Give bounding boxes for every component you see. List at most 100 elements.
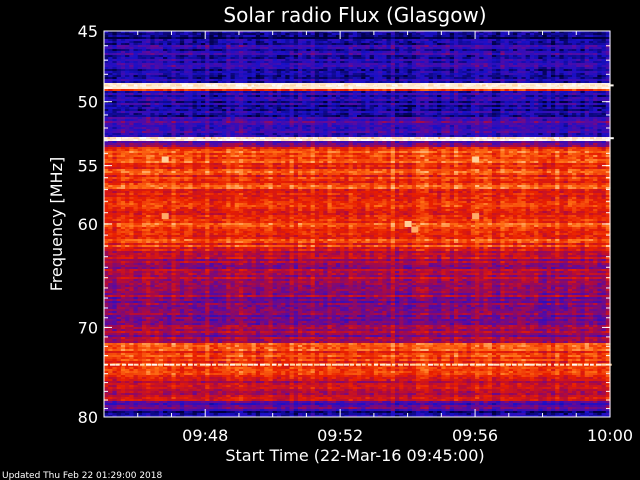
heatmap-cell	[479, 109, 484, 111]
heatmap-cell	[576, 57, 581, 59]
heatmap-cell	[209, 53, 214, 55]
heatmap-cell	[509, 33, 514, 35]
heatmap-cell	[530, 59, 535, 61]
heatmap-cell	[159, 45, 164, 47]
heatmap-cell	[399, 91, 404, 93]
heatmap-cell	[281, 97, 286, 99]
heatmap-cell	[462, 45, 467, 47]
heatmap-cell	[121, 57, 126, 59]
heatmap-cell	[526, 89, 531, 91]
heatmap-cell	[226, 55, 231, 57]
heatmap-cell	[454, 55, 459, 57]
heatmap-cell	[500, 59, 505, 61]
heatmap-cell	[344, 71, 349, 73]
heatmap-cell	[471, 75, 476, 77]
heatmap-cell	[509, 91, 514, 93]
heatmap-cell	[534, 87, 539, 89]
heatmap-cell	[134, 59, 139, 61]
heatmap-cell	[197, 97, 202, 99]
heatmap-cell	[551, 97, 556, 99]
heatmap-cell	[188, 79, 193, 81]
heatmap-cell	[479, 55, 484, 57]
heatmap-cell	[273, 113, 278, 115]
heatmap-cell	[572, 91, 577, 93]
heatmap-cell	[365, 49, 370, 51]
heatmap-cell	[214, 91, 219, 93]
heatmap-cell	[568, 33, 573, 35]
heatmap-cell	[180, 89, 185, 91]
heatmap-cell	[424, 81, 429, 83]
heatmap-cell	[593, 41, 598, 43]
heatmap-cell	[585, 107, 590, 109]
heatmap-cell	[526, 99, 531, 101]
heatmap-cell	[454, 71, 459, 73]
heatmap-cell	[311, 93, 316, 95]
heatmap-cell	[112, 37, 117, 39]
heatmap-cell	[403, 43, 408, 45]
heatmap-cell	[327, 65, 332, 67]
heatmap-cell	[509, 109, 514, 111]
heatmap-cell	[551, 37, 556, 39]
heatmap-cell	[298, 69, 303, 71]
heatmap-cell	[593, 53, 598, 55]
heatmap-cell	[184, 61, 189, 63]
heatmap-cell	[564, 35, 569, 37]
heatmap-cell	[193, 69, 198, 71]
heatmap-cell	[551, 65, 556, 67]
heatmap-cell	[117, 93, 122, 95]
heatmap-cell	[471, 109, 476, 111]
heatmap-cell	[264, 41, 269, 43]
heatmap-cell	[273, 55, 278, 57]
heatmap-cell	[125, 87, 130, 89]
heatmap-cell	[361, 101, 366, 103]
heatmap-cell	[129, 59, 134, 61]
heatmap-cell	[176, 113, 181, 115]
heatmap-cell	[505, 89, 510, 91]
heatmap-cell	[382, 89, 387, 91]
heatmap-cell	[155, 57, 160, 59]
heatmap-cell	[290, 97, 295, 99]
heatmap-cell	[429, 57, 434, 59]
heatmap-cell	[302, 37, 307, 39]
heatmap-cell	[446, 33, 451, 35]
heatmap-cell	[374, 45, 379, 47]
heatmap-cell	[336, 93, 341, 95]
heatmap-cell	[538, 95, 543, 97]
heatmap-cell	[585, 93, 590, 95]
heatmap-cell	[555, 53, 560, 55]
heatmap-cell	[513, 39, 518, 41]
heatmap-cell	[357, 71, 362, 73]
heatmap-cell	[222, 109, 227, 111]
heatmap-cell	[104, 107, 109, 109]
heatmap-cell	[479, 95, 484, 97]
heatmap-cell	[365, 43, 370, 45]
heatmap-cell	[412, 107, 417, 109]
heatmap-cell	[134, 73, 139, 75]
heatmap-cell	[108, 37, 113, 39]
heatmap-cell	[378, 51, 383, 53]
heatmap-cell	[298, 81, 303, 83]
heatmap-cell	[462, 111, 467, 113]
heatmap-cell	[222, 89, 227, 91]
heatmap-cell	[167, 105, 172, 107]
heatmap-cell	[467, 67, 472, 69]
heatmap-cell	[209, 111, 214, 113]
heatmap-cell	[129, 91, 134, 93]
heatmap-cell	[281, 101, 286, 103]
heatmap-cell	[201, 111, 206, 113]
heatmap-cell	[315, 69, 320, 71]
heatmap-cell	[273, 39, 278, 41]
heatmap-cell	[243, 37, 248, 39]
heatmap-cell	[104, 99, 109, 101]
heatmap-cell	[319, 43, 324, 45]
heatmap-cell	[446, 59, 451, 61]
heatmap-cell	[218, 73, 223, 75]
heatmap-cell	[340, 73, 345, 75]
heatmap-cell	[285, 113, 290, 115]
heatmap-cell	[454, 43, 459, 45]
heatmap-cell	[247, 67, 252, 69]
heatmap-cell	[247, 77, 252, 79]
heatmap-cell	[517, 57, 522, 59]
heatmap-cell	[159, 97, 164, 99]
heatmap-cell	[134, 109, 139, 111]
